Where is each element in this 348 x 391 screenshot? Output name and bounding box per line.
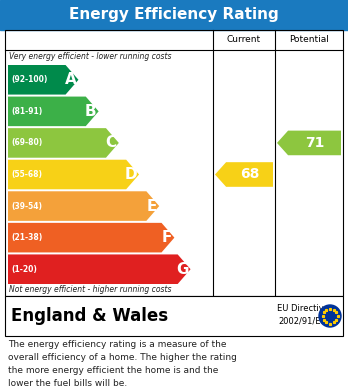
Polygon shape (8, 97, 98, 126)
Text: Energy Efficiency Rating: Energy Efficiency Rating (69, 7, 279, 23)
Text: D: D (124, 167, 137, 182)
Text: Potential: Potential (289, 36, 329, 45)
Text: E: E (147, 199, 157, 213)
Bar (5, 30, 343, 296)
Polygon shape (8, 128, 119, 158)
Polygon shape (8, 255, 191, 284)
Bar (0, 0, 348, 30)
Polygon shape (8, 223, 174, 253)
Text: Current: Current (227, 36, 261, 45)
Text: C: C (106, 135, 117, 151)
Text: 71: 71 (305, 136, 324, 150)
Text: (92-100): (92-100) (11, 75, 47, 84)
Polygon shape (215, 162, 273, 187)
Polygon shape (8, 160, 139, 189)
Text: F: F (162, 230, 172, 245)
Polygon shape (277, 131, 341, 155)
Bar (5, 296, 343, 336)
Text: Not energy efficient - higher running costs: Not energy efficient - higher running co… (9, 285, 172, 294)
Text: (81-91): (81-91) (11, 107, 42, 116)
Text: (39-54): (39-54) (11, 202, 42, 211)
Circle shape (319, 305, 341, 327)
Text: (55-68): (55-68) (11, 170, 42, 179)
Text: (1-20): (1-20) (11, 265, 37, 274)
Polygon shape (8, 65, 78, 95)
Text: The energy efficiency rating is a measure of the
overall efficiency of a home. T: The energy efficiency rating is a measur… (8, 340, 237, 387)
Text: G: G (176, 262, 189, 277)
Text: England & Wales: England & Wales (11, 307, 168, 325)
Text: A: A (65, 72, 77, 87)
Polygon shape (8, 191, 159, 221)
Text: EU Directive
2002/91/EC: EU Directive 2002/91/EC (277, 304, 329, 326)
Text: (69-80): (69-80) (11, 138, 42, 147)
Text: B: B (85, 104, 97, 119)
Text: (21-38): (21-38) (11, 233, 42, 242)
Text: Very energy efficient - lower running costs: Very energy efficient - lower running co… (9, 52, 172, 61)
Text: 68: 68 (240, 167, 259, 181)
